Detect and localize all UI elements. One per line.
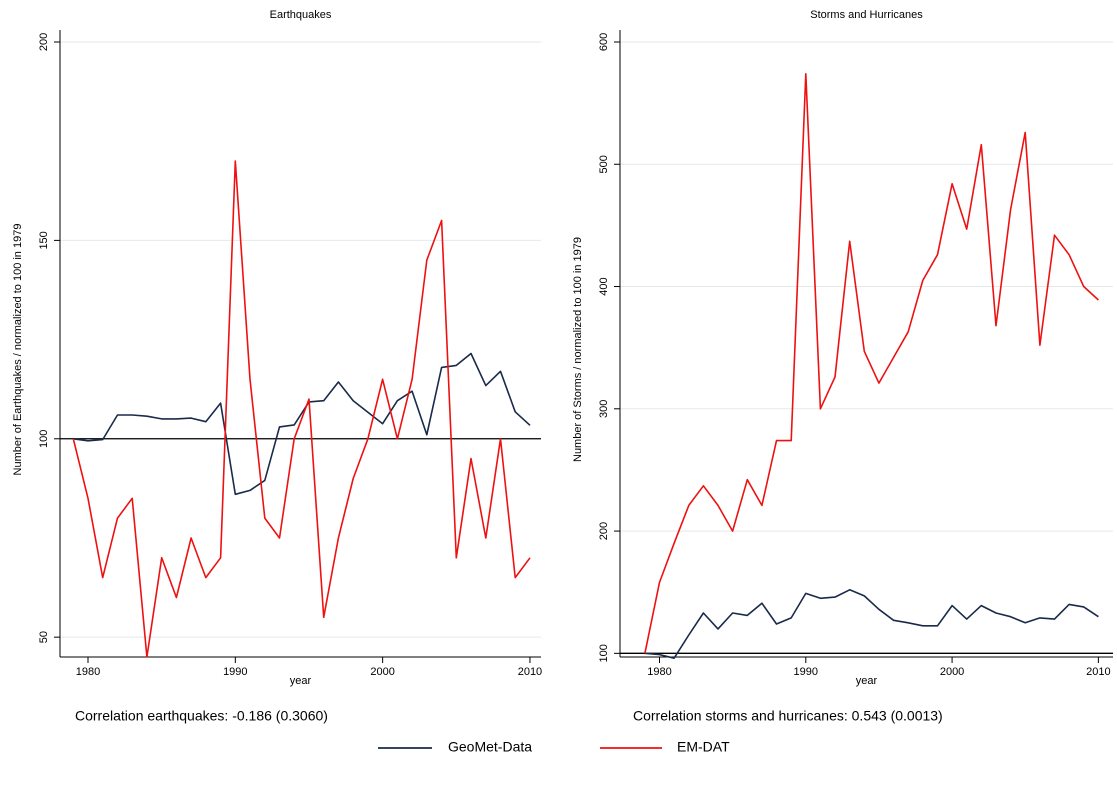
x-tick-label: 1980 — [647, 666, 671, 678]
correlation-note: Correlation earthquakes: -0.186 (0.3060) — [75, 708, 328, 724]
chart-title: Earthquakes — [270, 9, 332, 21]
series-line — [644, 589, 1099, 659]
x-tick-label: 2000 — [940, 666, 964, 678]
y-axis-label: Number of Storms / normalized to 100 in … — [572, 237, 584, 462]
y-tick-label: 200 — [598, 522, 610, 540]
y-tick-label: 50 — [38, 631, 50, 643]
y-tick-label: 300 — [598, 400, 610, 418]
x-axis-label: year — [290, 675, 312, 687]
legend-label: EM-DAT — [677, 739, 730, 755]
legend-label: GeoMet-Data — [448, 739, 532, 755]
y-tick-label: 500 — [598, 155, 610, 173]
series-line — [644, 73, 1099, 654]
y-tick-label: 100 — [38, 430, 50, 448]
chart-title: Storms and Hurricanes — [810, 9, 923, 21]
x-tick-label: 1990 — [223, 666, 247, 678]
series-line — [73, 352, 531, 496]
y-tick-label: 150 — [38, 231, 50, 249]
x-tick-label: 1990 — [794, 666, 818, 678]
y-tick-label: 100 — [598, 644, 610, 662]
y-tick-label: 600 — [598, 33, 610, 51]
x-tick-label: 2010 — [518, 666, 542, 678]
series-line — [72, 160, 531, 658]
y-tick-label: 400 — [598, 277, 610, 295]
x-tick-label: 2000 — [370, 666, 394, 678]
x-tick-label: 2010 — [1086, 666, 1110, 678]
x-tick-label: 1980 — [76, 666, 100, 678]
x-axis-label: year — [856, 675, 878, 687]
y-tick-label: 200 — [38, 33, 50, 51]
y-axis-label: Number of Earthquakes / normalized to 10… — [12, 224, 24, 476]
correlation-note: Correlation storms and hurricanes: 0.543… — [633, 708, 943, 724]
